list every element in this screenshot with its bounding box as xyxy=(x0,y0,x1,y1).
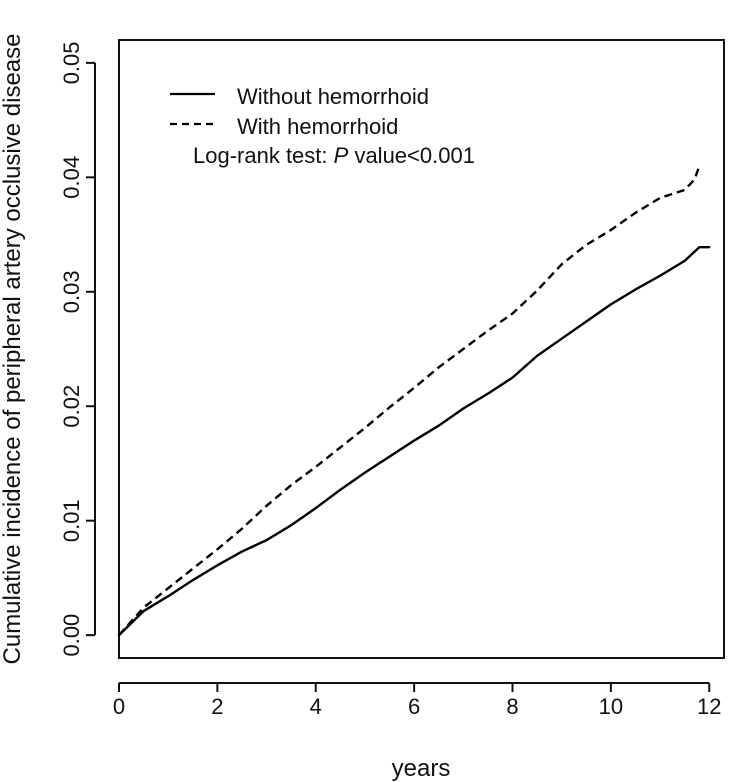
x-tick-label: 0 xyxy=(113,694,125,719)
y-tick-label: 0.00 xyxy=(59,614,84,657)
legend: Without hemorrhoid With hemorrhoid Log-r… xyxy=(170,84,475,168)
y-tick-label: 0.05 xyxy=(59,41,84,84)
x-tick-label: 4 xyxy=(310,694,322,719)
log-rank-annotation: Log-rank test: P value<0.001 xyxy=(193,143,475,168)
y-tick-label: 0.02 xyxy=(59,385,84,428)
series-line-without-hemorrhoid xyxy=(117,245,711,637)
x-tick-label: 6 xyxy=(408,694,420,719)
x-axis-title: years xyxy=(392,755,451,782)
plot-frame xyxy=(118,39,725,659)
y-tick-label: 0.03 xyxy=(59,270,84,313)
x-tick-label: 12 xyxy=(697,694,721,719)
legend-label-without-hemorrhoid: Without hemorrhoid xyxy=(237,84,429,109)
legend-label-with-hemorrhoid: With hemorrhoid xyxy=(237,114,398,139)
series-group xyxy=(117,165,711,637)
x-axis: 0 2 4 6 8 10 12 xyxy=(113,682,721,719)
y-axis-title: Cumulative incidence of peripheral arter… xyxy=(0,34,26,665)
annotation-prefix: Log-rank test: xyxy=(193,143,334,168)
annotation-suffix: value<0.001 xyxy=(348,143,475,168)
x-tick-label: 2 xyxy=(211,694,223,719)
series-line-with-hemorrhoid xyxy=(118,165,701,636)
y-tick-label: 0.01 xyxy=(59,499,84,542)
annotation-italic-p: P xyxy=(334,143,349,168)
y-tick-label: 0.04 xyxy=(59,156,84,199)
x-tick-label: 8 xyxy=(506,694,518,719)
x-tick-label: 10 xyxy=(599,694,623,719)
y-axis: 0.00 0.01 0.02 0.03 0.04 0.05 xyxy=(59,41,96,657)
